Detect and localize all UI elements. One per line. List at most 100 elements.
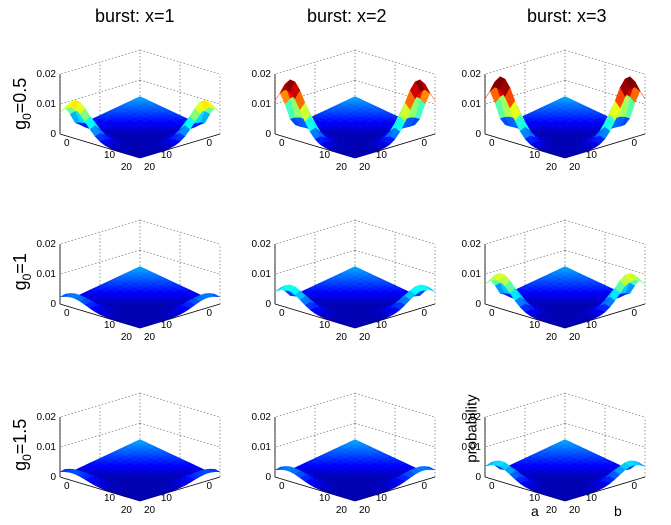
surface-patch (134, 324, 146, 329)
b-tick-label: 10 (529, 150, 541, 161)
row-label-3: g0=1.5 (10, 418, 34, 471)
z-tick-label: 0.01 (252, 269, 272, 280)
z-tick-label: 0.02 (462, 239, 482, 250)
b-tick-label: 20 (359, 162, 371, 173)
b-tick-label: 20 (144, 162, 156, 173)
z-tick-label: 0 (50, 472, 56, 483)
z-tick-label: 0.01 (252, 442, 272, 453)
surface-patch (134, 497, 146, 502)
a-tick-label: 0 (631, 308, 637, 319)
column-title-3: burst: x=3 (527, 6, 607, 26)
b-tick-label: 0 (489, 138, 495, 149)
z-tick-label: 0.01 (37, 442, 57, 453)
z-tick-label: 0.02 (462, 69, 482, 80)
z-tick-label: 0.01 (462, 269, 482, 280)
a-tick-label: 20 (121, 332, 133, 343)
z-tick-label: 0 (265, 129, 271, 140)
a-tick-label: 0 (421, 138, 427, 149)
z-tick-label: 0.02 (252, 239, 272, 250)
probability-surface (59, 439, 221, 502)
probability-surface (59, 266, 221, 329)
probability-surface (59, 96, 221, 159)
a-tick-label: 20 (546, 162, 558, 173)
a-tick-label: 20 (121, 162, 133, 173)
a-tick-label: 20 (121, 505, 133, 516)
z-tick-label: 0.02 (37, 412, 57, 423)
z-tick-label: 0.01 (462, 99, 482, 110)
surface-patch (559, 154, 571, 159)
probability-surface (274, 439, 436, 502)
row-label-2: g0=1 (10, 253, 34, 291)
probability-surface (484, 76, 646, 159)
a-tick-label: 0 (421, 308, 427, 319)
surface-patch (349, 154, 361, 159)
z-tick-label: 0.02 (462, 412, 482, 423)
b-tick-label: 10 (319, 150, 331, 161)
a-tick-label: 10 (161, 320, 173, 331)
b-tick-label: 10 (529, 320, 541, 331)
a-tick-label: 20 (336, 505, 348, 516)
z-tick-label: 0 (475, 299, 481, 310)
probability-surface (484, 266, 646, 329)
b-tick-label: 0 (489, 481, 495, 492)
a-tick-label: 20 (546, 505, 558, 516)
b-tick-label: 20 (569, 162, 581, 173)
a-tick-label: 0 (631, 138, 637, 149)
z-tick-label: 0.02 (252, 412, 272, 423)
b-tick-label: 20 (569, 505, 581, 516)
a-tick-label: 10 (161, 493, 173, 504)
z-tick-label: 0.02 (37, 69, 57, 80)
a-tick-label: 10 (376, 320, 388, 331)
b-tick-label: 0 (64, 138, 70, 149)
b-tick-label: 10 (104, 150, 116, 161)
probability-surface (274, 266, 436, 329)
b-tick-label: 0 (64, 481, 70, 492)
a-tick-label: 10 (376, 493, 388, 504)
b-tick-label: 10 (319, 320, 331, 331)
z-tick-label: 0.01 (37, 269, 57, 280)
a-tick-label: 20 (336, 162, 348, 173)
column-title-1: burst: x=1 (95, 6, 175, 26)
b-tick-label: 20 (569, 332, 581, 343)
z-tick-label: 0.01 (462, 442, 482, 453)
b-tick-label: 0 (279, 481, 285, 492)
surface-patch (559, 497, 571, 502)
a-tick-label: 0 (631, 481, 637, 492)
b-tick-label: 20 (144, 505, 156, 516)
column-title-2: burst: x=2 (307, 6, 387, 26)
a-axis-label: a (531, 503, 539, 519)
z-tick-label: 0 (50, 299, 56, 310)
b-tick-label: 0 (64, 308, 70, 319)
z-tick-label: 0 (265, 299, 271, 310)
a-tick-label: 20 (336, 332, 348, 343)
b-tick-label: 0 (279, 308, 285, 319)
a-tick-label: 10 (586, 150, 598, 161)
z-tick-label: 0.02 (252, 69, 272, 80)
z-tick-label: 0.02 (37, 239, 57, 250)
a-tick-label: 10 (161, 150, 173, 161)
surface-patch (349, 324, 361, 329)
a-tick-label: 0 (206, 138, 212, 149)
a-tick-label: 10 (586, 320, 598, 331)
z-tick-label: 0.01 (252, 99, 272, 110)
b-tick-label: 10 (529, 493, 541, 504)
b-tick-label: 20 (144, 332, 156, 343)
probability-surface (484, 439, 646, 502)
a-tick-label: 0 (206, 481, 212, 492)
surface-patch (349, 497, 361, 502)
b-tick-label: 0 (279, 138, 285, 149)
probability-surface (274, 79, 436, 159)
surface-patch (134, 154, 146, 159)
b-tick-label: 10 (104, 493, 116, 504)
a-tick-label: 10 (586, 493, 598, 504)
b-tick-label: 20 (359, 505, 371, 516)
